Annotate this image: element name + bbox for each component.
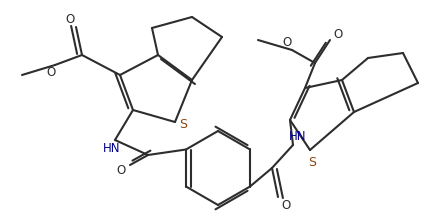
Text: S: S: [308, 155, 316, 168]
Text: HN: HN: [289, 131, 307, 143]
Text: HN: HN: [103, 141, 121, 155]
Text: O: O: [281, 198, 291, 212]
Text: O: O: [334, 28, 343, 42]
Text: O: O: [116, 163, 126, 176]
Text: S: S: [179, 119, 187, 131]
Text: O: O: [46, 65, 56, 79]
Text: O: O: [283, 36, 292, 48]
Text: O: O: [65, 14, 75, 26]
